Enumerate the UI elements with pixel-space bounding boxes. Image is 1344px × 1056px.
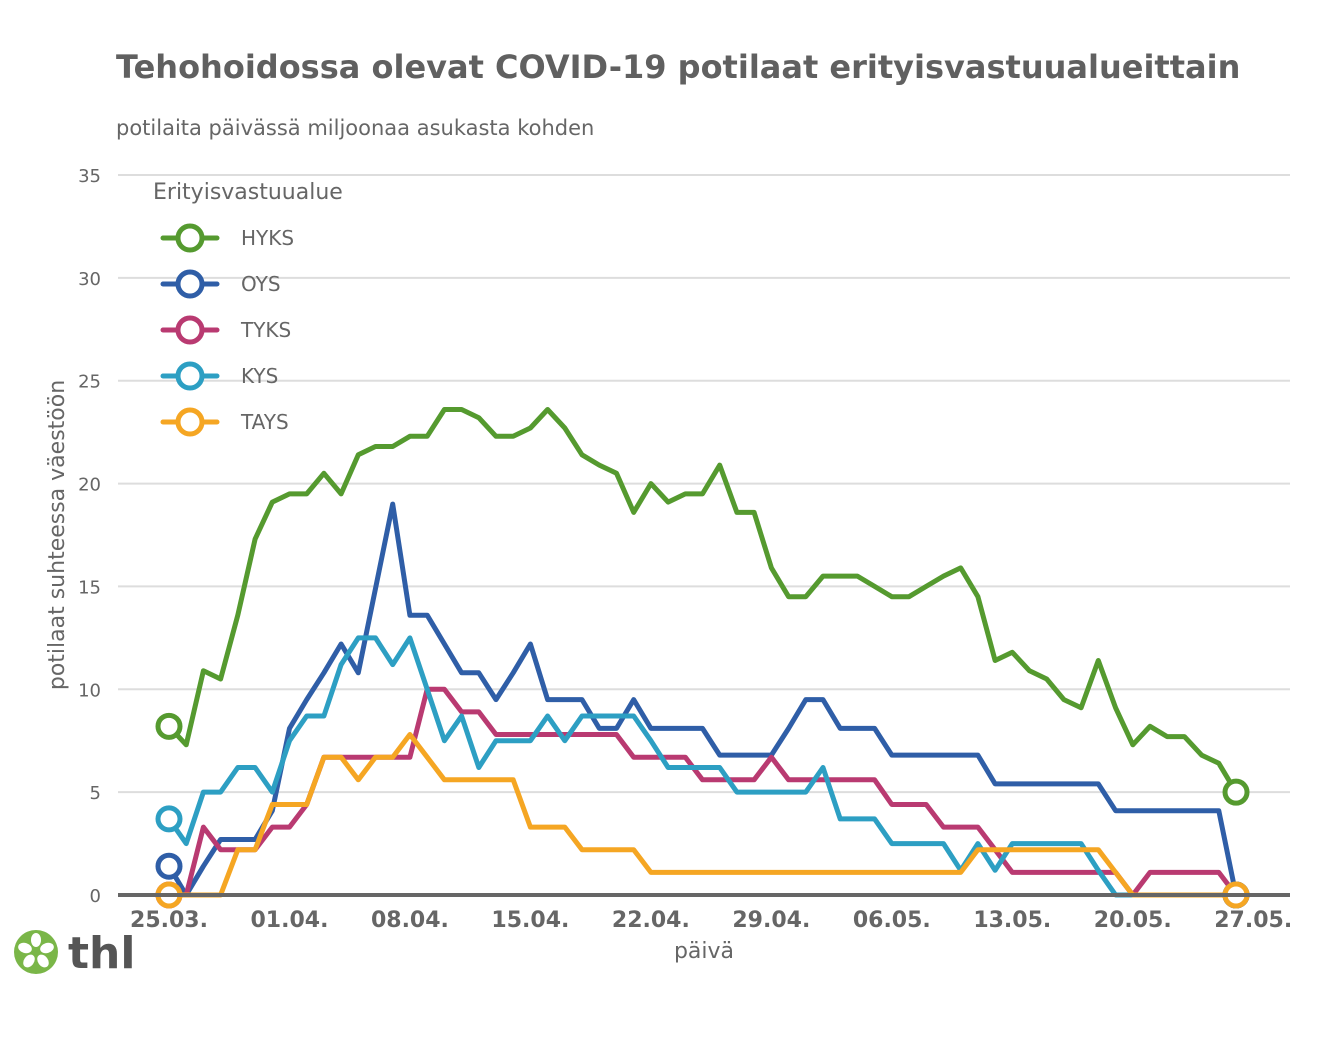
legend-swatch-marker [175, 223, 205, 253]
series-start-marker-oys [155, 852, 183, 880]
chart-subtitle: potilaita päivässä miljoonaa asukasta ko… [116, 116, 595, 140]
y-tick-label: 25 [78, 372, 101, 393]
x-tick-label: 20.05. [1094, 908, 1172, 933]
chart-title: Tehohoidossa olevat COVID-19 potilaat er… [116, 48, 1241, 86]
y-tick-label: 0 [90, 886, 101, 907]
series-end-marker-hyks [1222, 778, 1250, 806]
series-line-hyks [166, 407, 1239, 795]
y-tick-label: 5 [90, 783, 101, 804]
legend-swatch-marker [175, 269, 205, 299]
flower-icon [14, 930, 58, 974]
x-tick-label: 15.04. [491, 908, 569, 933]
legend-item-label: OYS [241, 272, 281, 296]
x-axis-label: päivä [674, 939, 734, 964]
legend-item-label: TYKS [240, 318, 291, 342]
x-tick-label: 13.05. [973, 908, 1051, 933]
x-tick-label: 22.04. [612, 908, 690, 933]
y-tick-label: 15 [78, 577, 101, 598]
x-tick-label: 25.03. [130, 908, 208, 933]
y-tick-label: 10 [78, 680, 101, 701]
y-tick-label: 35 [78, 166, 101, 187]
series-line-tyks [166, 686, 1239, 898]
legend-swatch-marker [175, 361, 205, 391]
x-tick-label: 29.04. [732, 908, 810, 933]
legend-item-label: KYS [241, 364, 278, 388]
y-axis-label: potilaat suhteessa väestöön [45, 380, 70, 690]
thl-logo: thl [12, 926, 152, 979]
series-start-marker-hyks [155, 712, 183, 740]
legend-item-label: TAYS [240, 410, 289, 434]
series-line-tays [166, 732, 1239, 898]
x-tick-label: 06.05. [853, 908, 931, 933]
series-start-marker-kys [155, 805, 183, 833]
legend-swatch-marker [175, 315, 205, 345]
y-tick-label: 20 [78, 475, 101, 496]
x-tick-label: 08.04. [371, 908, 449, 933]
legend-item-label: HYKS [241, 226, 294, 250]
legend-title: Erityisvastuualue [153, 180, 343, 205]
legend-swatch-marker [175, 407, 205, 437]
x-tick-label: 27.05. [1214, 908, 1292, 933]
series-line-kys [166, 635, 1239, 898]
x-tick-label: 01.04. [250, 908, 328, 933]
logo-text: thl [68, 928, 135, 978]
y-tick-label: 30 [78, 269, 101, 290]
